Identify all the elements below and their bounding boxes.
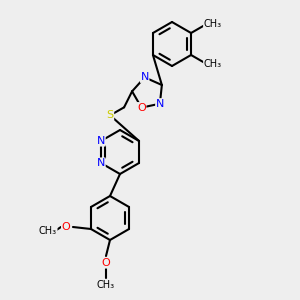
Text: O: O <box>102 258 110 268</box>
Text: N: N <box>97 136 105 146</box>
Text: O: O <box>137 103 146 112</box>
Text: O: O <box>61 222 70 232</box>
Text: N: N <box>156 99 164 109</box>
Text: CH₃: CH₃ <box>39 226 57 236</box>
Text: N: N <box>140 72 149 82</box>
Text: CH₃: CH₃ <box>204 19 222 29</box>
Text: S: S <box>106 110 114 120</box>
Text: N: N <box>97 158 105 168</box>
Text: CH₃: CH₃ <box>204 59 222 69</box>
Text: CH₃: CH₃ <box>97 280 115 290</box>
